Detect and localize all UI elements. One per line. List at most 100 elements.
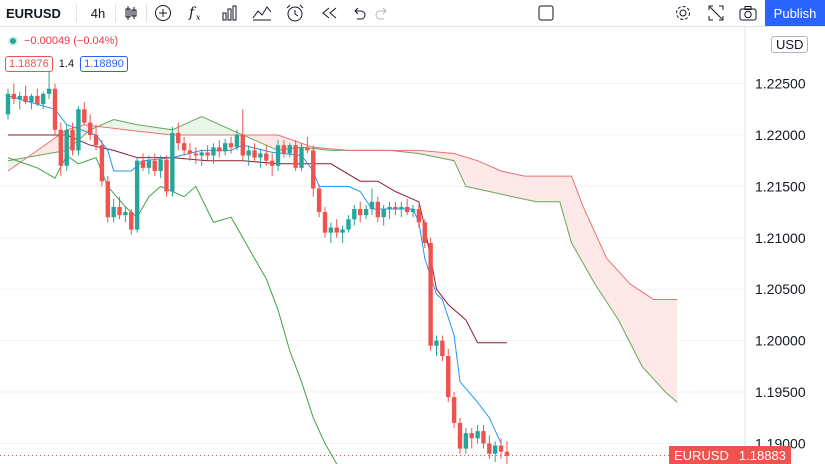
cloud-segment (504, 171, 507, 196)
cloud-segment (198, 116, 202, 135)
candle-body (410, 208, 416, 213)
candle-body (129, 212, 134, 230)
cloud-segment (8, 160, 11, 171)
price-chart[interactable]: 1.190001.195001.200001.205001.210001.215… (0, 27, 825, 464)
settings-icon[interactable] (672, 0, 694, 26)
bar-chart-icon[interactable] (218, 0, 242, 26)
cloud-segment (668, 299, 672, 398)
cloud-segment (474, 159, 478, 189)
cloud-segment (659, 299, 663, 389)
cloud-segment (647, 295, 651, 376)
cloud-segment (512, 173, 516, 198)
candle-body (316, 188, 322, 213)
cloud-segment (195, 117, 199, 135)
cloud-segment (462, 156, 466, 187)
redo-icon[interactable] (371, 0, 393, 26)
y-tick-label: 1.21000 (755, 230, 806, 246)
y-tick-label: 1.20000 (755, 333, 806, 349)
candle-body (140, 160, 146, 168)
cloud-segment (471, 158, 475, 189)
cloud-segment (266, 134, 270, 147)
cloud-segment (260, 134, 264, 144)
cloud-segment (228, 128, 232, 135)
cloud-segment (125, 122, 129, 131)
undo-icon[interactable] (348, 0, 370, 26)
cloud-segment (113, 119, 117, 129)
cloud-segment (492, 167, 496, 193)
cloud-segment (184, 123, 188, 135)
cloud-segment (457, 154, 460, 174)
cloud-segment (143, 125, 146, 133)
cloud-segment (550, 176, 554, 202)
cloud-segment (189, 120, 193, 135)
cloud-segment (618, 271, 622, 326)
candle-body (105, 181, 110, 218)
cloud-segment (459, 155, 463, 180)
cloud-segment (427, 151, 431, 156)
cloud-segment (187, 121, 190, 135)
cloud-segment (539, 176, 543, 202)
cloud-segment (530, 176, 534, 202)
cloud-segment (54, 135, 58, 153)
cloud-segment (545, 176, 549, 202)
last-price-tag: EURUSD 1.18883 (669, 446, 791, 464)
candle-body (87, 122, 93, 135)
candle-body (352, 208, 357, 220)
candle-body (463, 433, 469, 449)
cloud-segment (595, 232, 598, 289)
cloud-segment (574, 183, 578, 254)
ichimoku-value-b: 1.18890 (80, 56, 128, 72)
fullscreen-icon[interactable] (705, 0, 727, 26)
cloud-segment (269, 134, 273, 148)
currency-label[interactable]: USD (771, 36, 809, 53)
candle-body (375, 201, 381, 218)
cloud-segment (518, 174, 522, 199)
candle-body (328, 227, 334, 233)
candle-body (11, 93, 17, 99)
cloud-segment (439, 152, 443, 159)
candle-body (446, 356, 451, 398)
cloud-segment (433, 151, 437, 158)
candle-body (457, 422, 463, 449)
candle-body (422, 222, 427, 243)
camera-icon[interactable] (737, 0, 759, 26)
cloud-segment (653, 299, 657, 383)
cloud-segment (415, 150, 419, 154)
series-legend: −0.00049 (−0.04%) (8, 35, 118, 47)
cloud-segment (122, 121, 126, 130)
layout-icon[interactable] (535, 0, 557, 26)
candle-body (35, 95, 40, 105)
compare-icon[interactable] (250, 0, 274, 26)
candle-body (246, 150, 251, 156)
symbol-search[interactable]: EURUSD (6, 5, 61, 21)
cloud-segment (536, 176, 540, 202)
cloud-segment (477, 160, 481, 190)
publish-button[interactable]: Publish (765, 0, 825, 26)
replay-icon[interactable] (317, 0, 341, 26)
candle-body (334, 227, 339, 233)
candle-body (487, 443, 492, 454)
add-indicator-icon[interactable] (151, 0, 175, 26)
cloud-segment (486, 164, 490, 192)
cloud-segment (524, 176, 528, 200)
cloud-segment (52, 138, 55, 153)
cloud-segment (160, 128, 164, 135)
cloud-segment (137, 124, 141, 132)
cloud-segment (192, 119, 196, 135)
cloud-segment (674, 299, 678, 403)
cloud-segment (110, 119, 114, 129)
cloud-segment (571, 176, 575, 249)
cloud-segment (465, 157, 469, 188)
interval-selector[interactable]: 4h (90, 5, 106, 21)
candles-icon[interactable] (120, 0, 142, 26)
alert-icon[interactable] (283, 0, 307, 26)
cloud-segment (521, 175, 525, 200)
candle-body (305, 147, 310, 151)
candle-body (381, 208, 386, 218)
candle-body (123, 212, 128, 216)
candle-body (134, 160, 140, 230)
cloud-segment (562, 176, 566, 223)
cloud-segment (597, 239, 601, 294)
candle-body (5, 93, 11, 115)
